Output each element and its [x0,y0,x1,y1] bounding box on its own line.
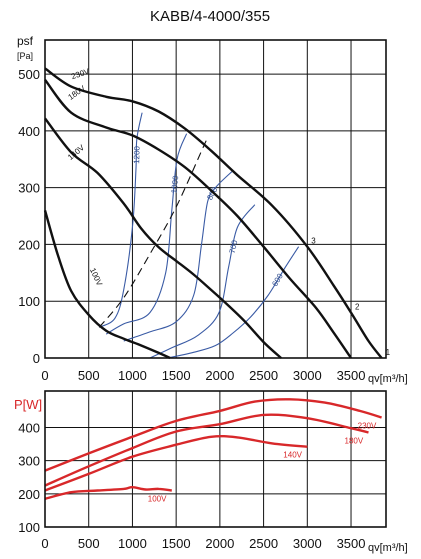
pressure-curve-labels: 1 2 3 [311,237,390,357]
fan-curve-230V [44,67,383,359]
pressure-chart: psf [Pa] 0 500 1000 1500 2000 2500 3000 3500010… [17,34,408,385]
iso-label-1200: 1200 [132,145,142,164]
iso-line-600 [167,246,300,359]
power-y-tick-100: 100 [18,520,40,535]
pressure-y-tick-200: 200 [18,237,40,252]
power-x-tick-0: 0 [41,536,48,551]
iso-label-700: 700 [228,239,240,255]
power-x-label: qv[m³/h] [368,542,408,554]
power-y-tick-400: 400 [18,420,40,435]
power-series-230V [44,398,382,472]
fan-curve-100V [43,210,171,360]
pressure-y-tick-100: 100 [18,294,40,309]
fan-curve-180V [44,79,352,359]
curve-number-3: 3 [311,237,316,246]
iso-label-600: 600 [270,271,285,288]
power-series-labels: 230V 180V 140V 100V [148,422,377,504]
fan-label-100V: 100V [88,267,104,288]
fan-curve-140V [44,117,282,359]
power-series-140V [44,434,308,492]
pressure-x-tick-2500: 2500 [249,368,278,383]
power-x-tick-1000: 1000 [118,536,147,551]
curve-number-2: 2 [355,303,360,312]
pressure-x-tick-3500: 3500 [337,368,366,383]
iso-line-1200 [98,112,143,328]
pressure-y-unit: [Pa] [17,51,33,61]
pressure-x-tick-2000: 2000 [205,368,234,383]
pressure-x-tick-3000: 3000 [293,368,322,383]
power-label-230V: 230V [358,422,377,431]
pressure-y-tick-500: 500 [18,67,40,82]
pressure-dashed-line [98,139,208,328]
power-label-100V: 100V [148,495,167,504]
power-series-180V [44,413,369,487]
chart-title: KABB/4-4000/355 [150,8,270,25]
pressure-x-tick-500: 500 [78,368,100,383]
power-x-tick-500: 500 [78,536,100,551]
iso-line-700 [149,204,256,359]
pressure-x-tick-1500: 1500 [162,368,191,383]
pressure-grid [44,40,386,359]
power-x-tick-2500: 2500 [249,536,278,551]
pressure-y-tick-400: 400 [18,124,40,139]
iso-line-1000 [105,133,188,335]
power-series-100V [44,485,172,500]
power-chart: P[W] 0 500 1000 1500 2000 2500 3000 3500 100 200 3… [14,390,408,554]
pressure-x-tick-0: 0 [41,368,48,383]
curve-number-1: 1 [386,348,391,357]
power-x-tick-3500: 3500 [337,536,366,551]
power-y-tick-300: 300 [18,454,40,469]
power-x-tick-2000: 2000 [205,536,234,551]
power-x-tick-3000: 3000 [293,536,322,551]
fan-label-140V: 140V [66,143,87,162]
pressure-plot-frame [44,39,387,359]
power-x-tick-1500: 1500 [162,536,191,551]
pressure-y-tick-300: 300 [18,181,40,196]
iso-label-1000: 1000 [170,175,181,194]
power-y-label: P[W] [14,397,42,412]
pressure-x-label: qv[m³/h] [368,373,408,385]
power-label-180V: 180V [345,436,364,445]
iso-line-800 [123,170,234,342]
power-plot-frame [44,390,387,528]
power-tick-labels: 0 500 1000 1500 2000 2500 3000 3500 100 200 300 400 [18,420,365,551]
pressure-x-tick-1000: 1000 [118,368,147,383]
power-label-140V: 140V [283,451,302,460]
pressure-y-tick-0: 0 [33,351,40,366]
fan-label-230V: 230V [70,67,91,82]
pressure-tick-labels: 0 500 1000 1500 2000 2500 3000 3500010020030040… [18,67,365,383]
pressure-y-label: psf [17,34,34,48]
power-series [44,398,382,500]
power-y-tick-200: 200 [18,487,40,502]
